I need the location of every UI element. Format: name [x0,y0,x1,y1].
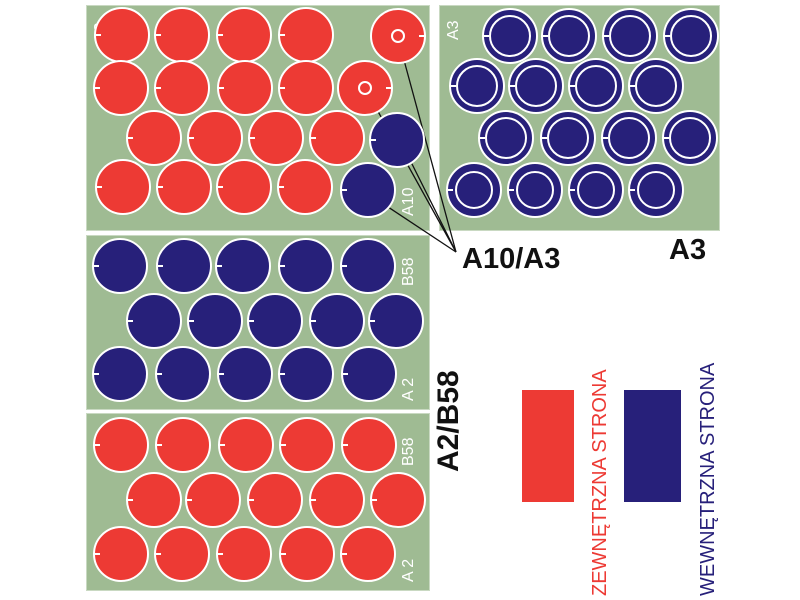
legend-swatch-inner [624,390,681,502]
legend-label-inner: WEWNĘTRZNA STRONA [697,362,719,596]
mask-disc [278,7,334,63]
mask-disc [92,346,148,402]
mask-disc [309,293,365,349]
mask-disc [185,472,241,528]
mask-disc [278,238,334,294]
mask-disc [93,417,149,473]
mask-disc [478,110,534,166]
mask-disc [337,60,393,116]
mask-disc [662,110,718,166]
mask-disc [541,8,597,64]
mask-disc [95,159,151,215]
mask-disc [482,8,538,64]
mask-disc [602,8,658,64]
callout-a3: A3 [669,234,707,266]
mask-disc [341,417,397,473]
mask-disc [370,8,426,64]
mask-disc [247,293,303,349]
mask-disc [341,346,397,402]
mask-disc [340,238,396,294]
mask-disc [217,346,273,402]
mask-disc [628,58,684,114]
mask-disc [278,346,334,402]
callout-a2-b58: A2/B58 [432,370,465,472]
mask-disc-blue [340,162,396,218]
mask-disc [126,293,182,349]
mask-disc [663,8,719,64]
mask-disc [156,238,212,294]
leader-line [364,87,457,253]
mask-disc [568,58,624,114]
mask-disc [156,159,212,215]
mask-disc [278,60,334,116]
mask-disc [126,472,182,528]
mask-disc [247,472,303,528]
mask-disc [218,417,274,473]
mask-disc [540,110,596,166]
mask-disc [628,162,684,218]
mask-disc [601,110,657,166]
legend-label-outer: ZEWNĘTRZNA STRONA [589,369,611,596]
mask-disc [309,472,365,528]
mask-disc [92,238,148,294]
mask-disc [368,293,424,349]
mask-disc [217,60,273,116]
mask-disc [279,417,335,473]
mask-disc [154,60,210,116]
mask-disc [568,162,624,218]
mask-disc [508,58,564,114]
mask-disc [216,7,272,63]
legend-swatch-outer [522,390,574,502]
mask-disc [155,346,211,402]
callout-a10-a3: A10/A3 [462,243,561,275]
mask-disc [279,526,335,582]
mask-disc [154,526,210,582]
mask-disc [93,526,149,582]
mask-disc [507,162,563,218]
mask-disc [449,58,505,114]
mask-disc [248,110,304,166]
mask-disc [446,162,502,218]
mask-disc [94,7,150,63]
mask-disc [370,472,426,528]
mask-disc [155,417,211,473]
mask-disc [216,159,272,215]
leader-line [397,37,457,253]
mask-disc [215,238,271,294]
mask-disc [154,7,210,63]
mask-disc [187,110,243,166]
mask-disc [187,293,243,349]
mask-disc [340,526,396,582]
mask-disc [216,526,272,582]
mask-disc [309,110,365,166]
mask-disc [277,159,333,215]
mask-disc [93,60,149,116]
mask-disc [126,110,182,166]
mask-disc-blue [369,112,425,168]
